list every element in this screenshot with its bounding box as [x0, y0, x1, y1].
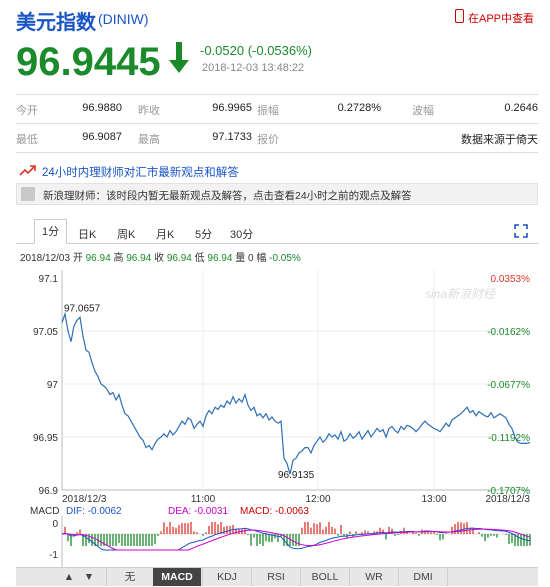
toolbar-spacer: [447, 568, 539, 586]
stat-value: 97.1733: [212, 131, 252, 143]
tab-weekly[interactable]: 周K: [117, 229, 136, 241]
symbol-code: (DINIW): [98, 11, 149, 27]
stat-value: 96.9087: [82, 131, 122, 143]
price-line: [61, 311, 531, 475]
right-tick-label: -0.0162%: [487, 327, 530, 338]
y-tick-label: 97.1: [39, 274, 59, 285]
stat-value: 96.9880: [82, 102, 122, 114]
info-value: 96.94: [207, 253, 233, 264]
current-price: 96.9445: [16, 40, 161, 84]
data-source: 数据来源于倚天: [461, 134, 538, 146]
page-title: 美元指数: [16, 12, 96, 34]
x-tick-label: 13:00: [421, 494, 446, 505]
next-button[interactable]: ▼: [83, 571, 95, 583]
tab-daily[interactable]: 日K: [78, 229, 97, 241]
right-tick-label: -0.1707%: [487, 486, 530, 497]
stat-value: 0.2646: [504, 102, 538, 114]
notice-text[interactable]: 新浪理财师：该时段内暂无最新观点及解答，点击查看24小时之前的观点及解答: [43, 190, 412, 202]
x-tick-label: 2018/12/3: [486, 494, 531, 505]
stat-label: 最高: [138, 134, 160, 146]
news-header[interactable]: 24小时内理财师对汇市最新观点和解答: [16, 161, 538, 179]
y-tick-label: 96.95: [33, 433, 58, 444]
tab-30min[interactable]: 30分: [230, 229, 254, 241]
price-chart[interactable]: 97.1 97.05 97 96.95 96.9 0.0353% -0.0162% -0.06…: [0, 262, 550, 567]
tab-monthly[interactable]: 月K: [156, 229, 175, 241]
stat-label: 报价: [257, 134, 279, 146]
right-tick-label: -0.1192%: [488, 433, 530, 444]
macd-tick: 0: [52, 519, 58, 530]
info-value: 96.94: [126, 253, 152, 264]
indicator-dmi[interactable]: DMI: [398, 568, 447, 586]
fullscreen-icon[interactable]: [514, 224, 528, 238]
info-date: 2018/12/03: [20, 253, 71, 264]
info-label: 幅: [256, 253, 267, 264]
x-tick-label: 2018/12/3: [62, 494, 107, 505]
tab-1min[interactable]: 1分: [34, 219, 68, 244]
notice-bar[interactable]: 新浪理财师：该时段内暂无最新观点及解答，点击查看24小时之前的观点及解答: [16, 183, 538, 205]
macd-dea-line: [61, 528, 531, 551]
period-tabs: 1分 日K 周K 月K 5分 30分: [16, 219, 538, 244]
news-title[interactable]: 24小时内理财师对汇市最新观点和解答: [42, 167, 239, 179]
macd-label: MACD: [30, 506, 59, 517]
trend-icon: [19, 165, 36, 176]
y-tick-label: 97: [47, 380, 59, 391]
stat-value: 96.9965: [212, 102, 252, 114]
x-tick-label: 12:00: [305, 494, 330, 505]
macd-value: MACD: -0.0063: [240, 506, 309, 517]
macd-dif: DIF: -0.0062: [66, 506, 122, 517]
stat-label: 波幅: [412, 105, 434, 117]
y-tick-label: 96.9: [39, 486, 59, 497]
info-value: 96.94: [166, 253, 192, 264]
info-value: 0: [248, 253, 254, 264]
quote-time: 2018-12-03 13:48:22: [202, 62, 305, 74]
stat-value: 0.2728%: [337, 102, 381, 114]
info-label: 高: [113, 253, 124, 264]
stat-label: 振幅: [257, 105, 279, 117]
info-label: 低: [194, 253, 205, 264]
info-label: 收: [154, 253, 165, 264]
watermark: sina新浪财经: [425, 287, 497, 301]
indicator-macd[interactable]: MACD: [153, 568, 201, 586]
stat-label: 昨收: [138, 105, 160, 117]
indicator-kdj[interactable]: KDJ: [202, 568, 251, 586]
stat-label: 最低: [16, 134, 38, 146]
down-arrow-icon: [169, 42, 189, 73]
stat-label: 今开: [16, 105, 38, 117]
x-tick-label: 11:00: [191, 494, 216, 505]
info-value: 96.94: [85, 253, 111, 264]
price-change: -0.0520 (-0.0536%): [200, 43, 313, 58]
ohlc-info: 2018/12/03 开 96.94 高 96.94 收 96.94 低 96.…: [20, 249, 301, 264]
view-in-app-link[interactable]: 在APP中查看: [468, 13, 535, 25]
right-tick-label: -0.0677%: [487, 380, 530, 391]
macd-dea: DEA: -0.0031: [168, 506, 228, 517]
right-tick-label: 0.0353%: [491, 274, 531, 285]
info-label: 量: [235, 253, 246, 264]
prev-button[interactable]: ▲: [63, 571, 75, 583]
tab-5min[interactable]: 5分: [195, 229, 213, 241]
stats-row: 今开 96.9880 昨收 96.9965 振幅 0.2728% 波幅 0.26…: [16, 95, 538, 124]
high-annotation: 97.0657: [64, 303, 101, 314]
info-value: -0.05%: [269, 253, 301, 264]
stats-table: 今开 96.9880 昨收 96.9965 振幅 0.2728% 波幅 0.26…: [16, 94, 538, 153]
y-tick-label: 97.05: [33, 327, 58, 338]
info-label: 开: [72, 253, 83, 264]
phone-icon[interactable]: [455, 9, 464, 23]
macd-tick: -1: [49, 550, 58, 561]
indicator-none[interactable]: 无: [106, 568, 153, 586]
low-annotation: 96.9135: [278, 470, 315, 481]
stats-row: 最低 96.9087 最高 97.1733 报价 数据来源于倚天: [16, 124, 538, 153]
avatar: [21, 187, 35, 201]
indicator-rsi[interactable]: RSI: [251, 568, 300, 586]
indicator-wr[interactable]: WR: [349, 568, 398, 586]
indicator-boll[interactable]: BOLL: [300, 568, 349, 586]
indicator-toolbar: ▲ ▼ 无 MACD KDJ RSI BOLL WR DMI: [16, 567, 538, 586]
